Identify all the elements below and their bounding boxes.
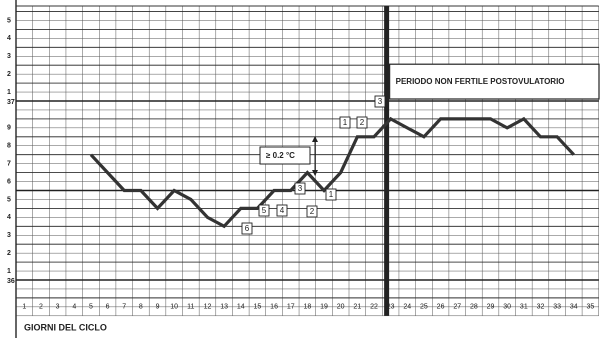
x-tick-label: 27 <box>453 304 461 311</box>
marker-label: 1 <box>343 118 348 127</box>
x-tick-label: 29 <box>487 304 495 311</box>
x-tick-label: 21 <box>353 304 361 311</box>
y-tick-label: 7 <box>7 161 11 168</box>
y-tick-label: 2 <box>7 250 11 257</box>
x-axis-label: GIORNI DEL CICLO <box>24 322 107 332</box>
x-tick-label: 7 <box>122 304 126 311</box>
x-tick-label: 18 <box>303 304 311 311</box>
x-tick-label: 16 <box>270 304 278 311</box>
y-tick-label: 5 <box>7 17 11 24</box>
x-tick-label: 25 <box>420 304 428 311</box>
marker-box <box>258 204 270 217</box>
y-tick-label: 2 <box>7 71 11 78</box>
y-tick-label: 3 <box>7 232 11 239</box>
marker-box <box>325 188 337 201</box>
marker-box <box>356 116 368 129</box>
rise-box <box>259 146 311 165</box>
x-tick-label: 1 <box>22 304 26 311</box>
x-tick-label: 12 <box>204 304 212 311</box>
x-tick-label: 22 <box>370 304 378 311</box>
y-tick-label: 4 <box>7 214 11 221</box>
x-tick-label: 19 <box>320 304 328 311</box>
y-tick-label: 1 <box>7 268 11 275</box>
x-tick-label: 24 <box>403 304 411 311</box>
arrow-head <box>312 136 318 142</box>
marker-box <box>374 95 386 108</box>
x-tick-label: 13 <box>220 304 228 311</box>
x-tick-label: 28 <box>470 304 478 311</box>
marker-box <box>294 182 306 195</box>
x-tick-label: 33 <box>553 304 561 311</box>
marker-box <box>306 205 318 218</box>
x-tick-label: 6 <box>106 304 110 311</box>
y-tick-label: 5 <box>7 196 11 203</box>
x-tick-label: 4 <box>72 304 76 311</box>
period-label: PERIODO NON FERTILE POSTOVULATORIO <box>396 77 565 86</box>
y-tick-label: 36 <box>7 278 15 285</box>
x-tick-label: 3 <box>56 304 60 311</box>
ovulation-bar <box>384 6 390 316</box>
y-tick-label: 3 <box>7 53 11 60</box>
x-tick-label: 10 <box>170 304 178 311</box>
marker-label: 1 <box>329 190 334 199</box>
marker-box <box>339 116 351 129</box>
period-box <box>389 63 600 100</box>
x-tick-label: 20 <box>337 304 345 311</box>
x-tick-label: 30 <box>503 304 511 311</box>
marker-label: 3 <box>298 184 303 193</box>
y-tick-label: 37 <box>7 99 15 106</box>
rise-label: ≥ 0.2 °C <box>266 151 295 160</box>
marker-box <box>241 222 253 235</box>
marker-label: 4 <box>280 206 285 215</box>
y-tick-label: 4 <box>7 35 11 42</box>
marker-label: 2 <box>310 207 315 216</box>
x-tick-label: 23 <box>387 304 395 311</box>
marker-label: 5 <box>262 206 267 215</box>
x-tick-label: 26 <box>437 304 445 311</box>
temperature-line <box>89 116 575 229</box>
y-tick-label: 1 <box>7 89 11 96</box>
x-tick-label: 5 <box>89 304 93 311</box>
x-tick-label: 15 <box>254 304 262 311</box>
y-tick-label: 9 <box>7 125 11 132</box>
x-tick-label: 11 <box>187 304 194 311</box>
x-tick-label: 14 <box>237 304 245 311</box>
x-tick-label: 2 <box>39 304 43 311</box>
marker-box <box>276 204 288 217</box>
x-tick-label: 9 <box>156 304 160 311</box>
x-tick-label: 32 <box>537 304 545 311</box>
marker-label: 6 <box>245 224 250 233</box>
x-tick-label: 35 <box>587 304 595 311</box>
arrow-head <box>312 170 318 176</box>
x-tick-label: 31 <box>520 304 528 311</box>
marker-label: 3 <box>378 97 383 106</box>
y-tick-label: 8 <box>7 143 11 150</box>
x-tick-label: 34 <box>570 304 578 311</box>
y-tick-label: 6 <box>7 178 11 185</box>
marker-label: 2 <box>360 118 365 127</box>
x-tick-label: 17 <box>287 304 295 311</box>
x-tick-label: 8 <box>139 304 143 311</box>
